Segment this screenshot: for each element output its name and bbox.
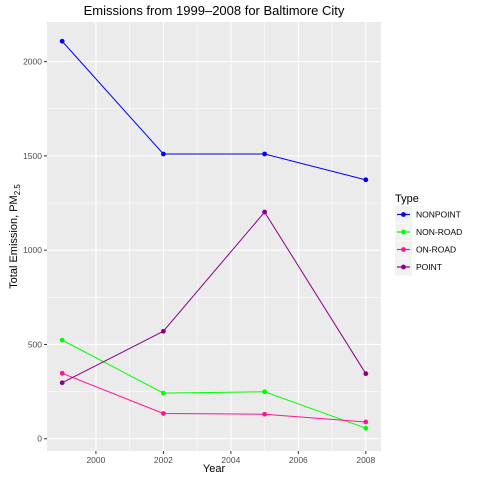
y-axis-title-main: Total Emission, PM <box>8 195 20 289</box>
legend-label-point: POINT <box>416 262 442 272</box>
x-tick-label: 2004 <box>221 455 240 465</box>
axes: 2000 2002 2004 2006 2008 0 500 1000 1500 2000 <box>23 57 375 465</box>
data-point-non-road <box>59 337 65 343</box>
legend-item-non-road: NON-ROAD <box>395 223 462 241</box>
data-point-point <box>59 380 65 386</box>
data-point-nonpoint <box>59 38 65 44</box>
y-tick-label: 2000 <box>23 57 42 67</box>
data-point-nonpoint <box>363 177 369 183</box>
y-tick-label: 0 <box>37 434 42 444</box>
data-point-on-road <box>160 411 166 416</box>
data-point-on-road <box>262 411 268 417</box>
x-tick-label: 2000 <box>86 455 105 465</box>
legend-key-point <box>401 229 406 235</box>
legend-key-point <box>401 212 406 217</box>
series-on-road <box>59 370 369 425</box>
data-point-nonpoint <box>262 151 268 157</box>
series-lines <box>59 38 369 431</box>
series-point <box>59 209 369 386</box>
legend-item-on-road: ON-ROAD <box>395 241 456 258</box>
series-non-road <box>59 337 369 431</box>
series-line-nonpoint <box>61 40 366 181</box>
series-nonpoint <box>59 38 369 183</box>
y-axis-title: Total Emission, PM2.5 <box>8 184 22 289</box>
legend-label-on-road: ON-ROAD <box>416 245 456 255</box>
y-tick-label: 1500 <box>23 151 42 161</box>
x-tick-label: 2002 <box>154 455 173 465</box>
y-tick-label: 1000 <box>23 245 42 255</box>
legend-label-non-road: NON-ROAD <box>416 227 462 237</box>
x-tick-label: 2008 <box>356 455 375 465</box>
grid-lines <box>47 22 381 451</box>
legend-item-nonpoint: NONPOINT <box>395 206 461 223</box>
data-point-non-road <box>262 389 268 395</box>
plot-panel <box>47 22 381 451</box>
data-point-non-road <box>160 390 166 396</box>
series-line-point <box>61 211 367 384</box>
series-line-on-road <box>61 372 366 423</box>
data-point-non-road <box>363 425 369 431</box>
data-point-point <box>160 328 166 334</box>
data-point-nonpoint <box>160 151 166 157</box>
x-tick-label: 2006 <box>289 455 308 465</box>
data-point-on-road <box>59 370 65 376</box>
chart-title: Emissions from 1999–2008 for Baltimore C… <box>84 3 345 18</box>
legend-key-point <box>401 247 406 252</box>
data-point-on-road <box>363 419 369 425</box>
legend-item-point: POINT <box>395 258 442 276</box>
data-point-point <box>262 209 268 215</box>
y-axis-title-subscript: 2.5 <box>13 184 22 196</box>
legend-label-nonpoint: NONPOINT <box>416 210 461 220</box>
legend-key-point <box>401 264 406 270</box>
legend: Type NONPOINT NON-ROAD ON-ROAD POINT <box>395 193 462 276</box>
panel-background <box>47 22 381 451</box>
legend-title: Type <box>395 193 419 205</box>
x-axis-title: Year <box>203 463 226 475</box>
y-tick-label: 500 <box>28 339 42 349</box>
data-point-point <box>363 371 369 377</box>
series-line-non-road <box>61 339 366 429</box>
